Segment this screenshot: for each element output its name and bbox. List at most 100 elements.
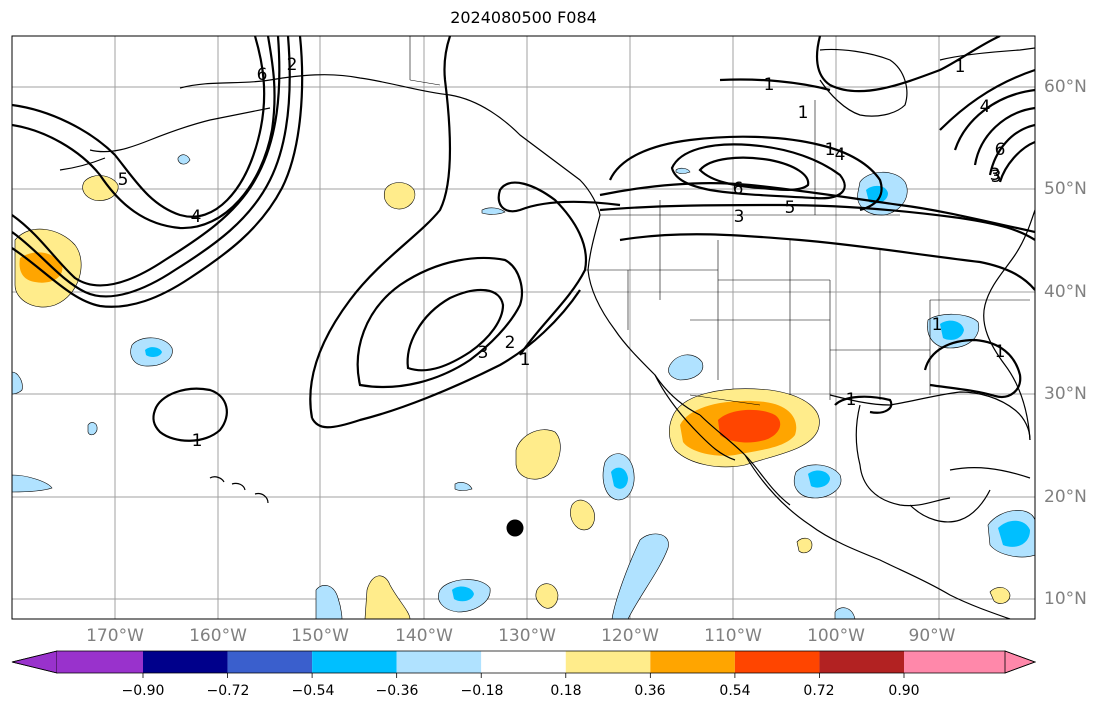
contour-lines	[12, 36, 1035, 442]
latitude-label: 60°N	[1044, 77, 1087, 97]
latitude-label: 30°N	[1044, 384, 1087, 404]
contour-label: 1	[520, 350, 531, 370]
anomaly-positive-aleutian	[82, 175, 119, 201]
anomaly-positive-west-core	[19, 252, 63, 283]
anomaly-positive-gulf-alaska	[383, 182, 416, 210]
contour-label: 2	[505, 333, 516, 353]
map-frame	[11, 35, 1036, 620]
contour-label: 6	[257, 65, 268, 85]
longitude-label: 170°W	[86, 626, 144, 646]
anomaly-negative-caribbean-core	[998, 520, 1030, 547]
contour-label: 3	[991, 167, 1002, 187]
coastlines	[59, 47, 1035, 619]
anomaly-negative-mexico-nw	[668, 354, 704, 381]
colorbar-tick-label: −0.90	[121, 683, 165, 699]
colorbar-tick-label: 0.54	[719, 683, 751, 699]
contour-label: 5	[785, 198, 796, 218]
colorbar-outline	[11, 650, 1037, 674]
longitude-label: 160°W	[189, 626, 247, 646]
colorbar-tick-label: −0.18	[460, 683, 504, 699]
contour-label: 1	[932, 315, 943, 335]
state-borders	[409, 36, 1030, 406]
longitude-label: 130°W	[498, 626, 556, 646]
anomaly-negative-east-pacific-core	[611, 467, 628, 489]
anomaly-negative-small-6	[675, 167, 691, 174]
anomaly-positive-central	[515, 429, 561, 480]
contour-label: 4	[980, 97, 991, 117]
longitude-label: 140°W	[395, 626, 453, 646]
colorbar-segment	[734, 651, 820, 673]
anomaly-negative-gulf-core	[808, 470, 830, 488]
anomaly-negative-southeast-core	[940, 320, 964, 340]
longitude-label: 110°W	[704, 626, 762, 646]
map-title: 2024080500 F084	[450, 8, 597, 27]
contour-label: 3	[478, 343, 489, 363]
colorbar-tick-label: −0.72	[206, 683, 250, 699]
contour-label: 1	[995, 342, 1006, 362]
colorbar-segment	[904, 651, 1005, 673]
longitude-label: 100°W	[807, 626, 865, 646]
colorbar-segment	[819, 651, 904, 673]
contour-label-group: 1 2 3 4 5 6 1 3 5 6 1 2 3 1 1 1 4 6 3 1 …	[118, 55, 1006, 451]
anomaly-positive-south	[364, 575, 411, 619]
contour-label: 4	[191, 207, 202, 227]
contour-label: 2	[287, 55, 298, 75]
anomaly-negative-small-3	[481, 207, 506, 215]
longitude-label: 90°W	[908, 626, 956, 646]
anomaly-negative-small-1	[87, 422, 98, 436]
colorbar-segment	[481, 651, 566, 673]
latitude-label: 10°N	[1044, 589, 1087, 609]
anomaly-negative-small-5	[177, 154, 191, 165]
contour-label: 4	[835, 145, 846, 165]
longitude-label: 150°W	[291, 626, 349, 646]
contour-label: 1	[825, 140, 836, 160]
colorbar-tick-label: 0.90	[888, 683, 920, 699]
anomaly-positive-central-am	[989, 587, 1011, 604]
anomaly-positive-small-2	[796, 537, 813, 554]
colorbar-extend-low	[11, 650, 58, 674]
anomaly-positive-south-2	[535, 583, 559, 609]
anomaly-negative-southwest	[315, 585, 343, 619]
contour-label: 1	[846, 390, 857, 410]
shaded-anomalies	[12, 154, 1035, 619]
contour-label: 3	[990, 165, 1001, 185]
location-marker	[506, 519, 524, 537]
contour-label: 1	[798, 103, 809, 123]
contour-label: 6	[733, 179, 744, 199]
latitude-label: 40°N	[1044, 282, 1087, 302]
anomaly-negative-streak	[611, 533, 669, 619]
contour-label: 1	[955, 57, 966, 77]
contour-label: 6	[995, 140, 1006, 160]
anomaly-negative-edge-2	[12, 474, 53, 493]
anomaly-negative-hawaii-n-core	[145, 347, 162, 357]
colorbar-tick-label: 0.18	[550, 683, 582, 699]
latitude-label: 50°N	[1044, 179, 1087, 199]
anomaly-negative-edge	[12, 371, 23, 395]
anomaly-positive-baja-core	[718, 409, 781, 443]
colorbar-segment	[312, 651, 397, 673]
contour-label: 3	[734, 207, 745, 227]
colorbar-extend-high	[1004, 650, 1037, 674]
anomaly-negative-small-4	[834, 607, 856, 619]
contour-label: 5	[118, 170, 129, 190]
colorbar-tick-label: 0.72	[803, 683, 835, 699]
contour-label: 1	[764, 75, 775, 95]
colorbar-segment	[650, 651, 735, 673]
colorbar-segment	[565, 651, 651, 673]
colorbar-tick-label: 0.36	[634, 683, 666, 699]
latitude-label: 20°N	[1044, 487, 1087, 507]
contour-label: 1	[192, 431, 203, 451]
colorbar-segment	[57, 651, 143, 673]
longitude-label: 120°W	[601, 626, 659, 646]
anomaly-positive-small	[570, 499, 595, 531]
colorbar	[11, 650, 1037, 678]
anomaly-negative-south-core	[452, 586, 474, 602]
colorbar-segment	[396, 651, 482, 673]
colorbar-tick-label: −0.54	[291, 683, 335, 699]
colorbar-segment	[143, 651, 228, 673]
graticule	[12, 36, 1035, 619]
anomaly-negative-small-2	[454, 482, 473, 491]
colorbar-tick-label: −0.36	[375, 683, 419, 699]
colorbar-segment	[227, 651, 313, 673]
